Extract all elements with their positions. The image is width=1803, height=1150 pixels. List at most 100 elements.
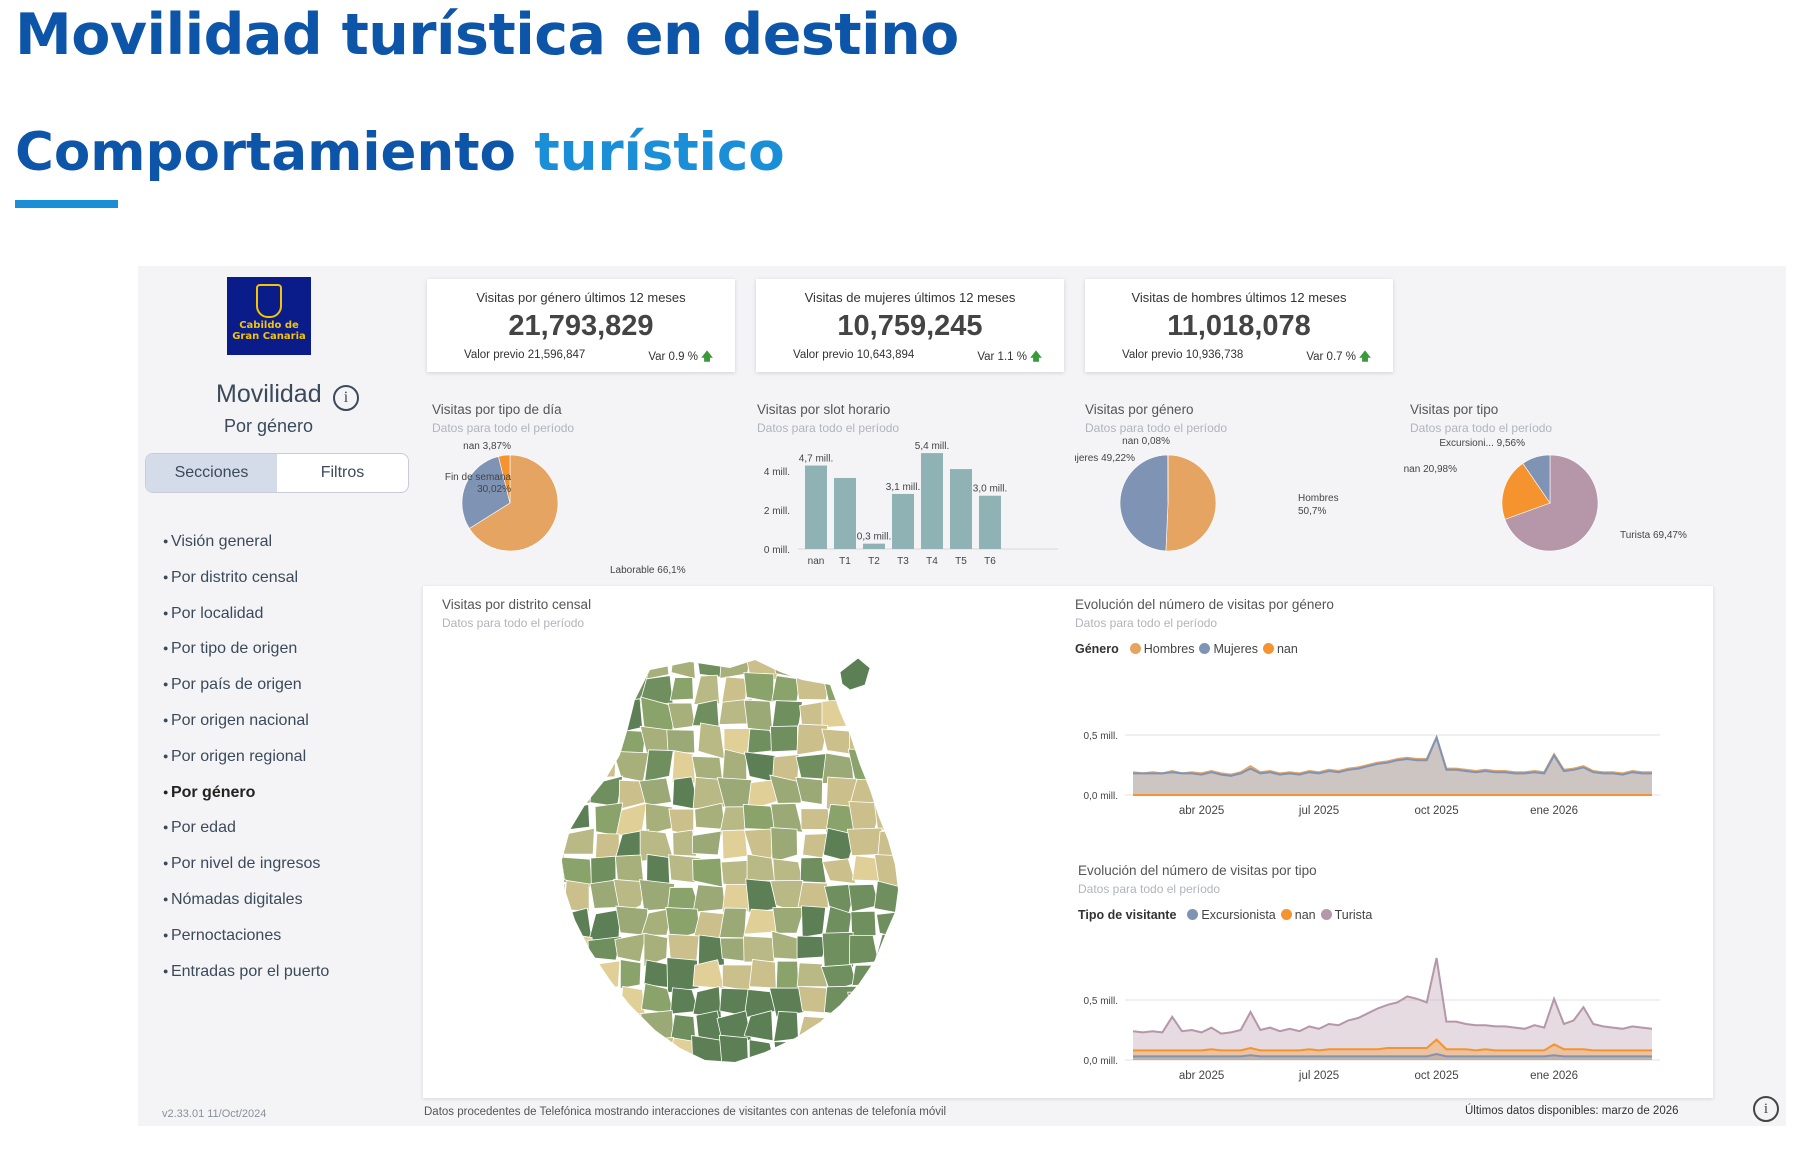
sidebar-item-nivel-ingresos[interactable]: Por nivel de ingresos	[163, 846, 329, 882]
map-district[interactable]	[562, 960, 595, 992]
map-district[interactable]	[540, 699, 564, 734]
map-district[interactable]	[926, 672, 940, 706]
map-district[interactable]	[880, 1064, 907, 1070]
map-district[interactable]	[852, 1063, 874, 1070]
map-district[interactable]	[721, 829, 748, 860]
map-district[interactable]	[638, 777, 673, 807]
map-district[interactable]	[718, 1034, 749, 1070]
map-district[interactable]	[744, 1065, 775, 1070]
map-district[interactable]	[746, 853, 776, 882]
map-district[interactable]	[876, 729, 908, 759]
series-line[interactable]	[1133, 1038, 1652, 1052]
map-district[interactable]	[540, 726, 570, 751]
map-district[interactable]	[926, 831, 940, 858]
map-district[interactable]	[564, 907, 593, 939]
map-district[interactable]	[564, 701, 590, 729]
map-district[interactable]	[907, 1038, 928, 1068]
map-district[interactable]	[904, 675, 932, 704]
map-district[interactable]	[769, 774, 802, 804]
map-district[interactable]	[928, 751, 940, 784]
map-district[interactable]	[796, 1015, 831, 1043]
pie-slice[interactable]	[1501, 462, 1551, 520]
series-line[interactable]	[1132, 734, 1652, 776]
map-district[interactable]	[562, 983, 593, 1019]
sidebar-item-origen-regional[interactable]: Por origen regional	[163, 739, 329, 775]
map-district[interactable]	[903, 704, 931, 729]
map-district[interactable]	[772, 906, 805, 934]
map-district[interactable]	[743, 935, 778, 963]
map-district[interactable]	[743, 672, 775, 703]
info-icon[interactable]: i	[1753, 1096, 1779, 1122]
map-district[interactable]	[640, 1010, 675, 1041]
map-district[interactable]	[821, 931, 854, 968]
map-district[interactable]	[540, 805, 564, 834]
map-district[interactable]	[847, 991, 880, 1015]
map-district[interactable]	[795, 1067, 829, 1070]
map-district[interactable]	[588, 909, 621, 941]
map-district[interactable]	[770, 725, 798, 753]
pie-slice[interactable]	[1119, 454, 1169, 552]
map-district[interactable]	[588, 650, 623, 682]
map-district[interactable]	[692, 857, 723, 888]
bar[interactable]	[979, 495, 1001, 549]
map-district[interactable]	[540, 1036, 565, 1064]
map-district[interactable]	[929, 780, 940, 802]
map-district[interactable]	[795, 1036, 828, 1070]
map-district[interactable]	[776, 1068, 803, 1070]
pie-slice[interactable]	[1504, 454, 1599, 552]
map-district[interactable]	[614, 650, 645, 676]
map-district[interactable]	[540, 750, 569, 784]
map-district[interactable]	[666, 729, 696, 754]
bar[interactable]	[950, 469, 972, 549]
map-district[interactable]	[569, 723, 590, 753]
map-district[interactable]	[901, 1014, 933, 1045]
map-district[interactable]	[796, 935, 832, 959]
map-district[interactable]	[770, 803, 804, 833]
legend-item[interactable]: Turista	[1334, 908, 1373, 922]
tab-filtros[interactable]: Filtros	[320, 464, 365, 481]
legend-item[interactable]: nan	[1294, 908, 1316, 922]
series-line[interactable]	[1132, 957, 1653, 1035]
sidebar-item-pernoctaciones[interactable]: Pernoctaciones	[163, 918, 329, 954]
map-district[interactable]	[880, 699, 908, 731]
map-district[interactable]	[931, 935, 940, 961]
sidebar-item-origen-nacional[interactable]: Por origen nacional	[163, 703, 329, 739]
map-district[interactable]	[588, 724, 620, 755]
map-district[interactable]	[773, 1041, 803, 1063]
sidebar-item-tipo-origen[interactable]: Por tipo de origen	[163, 631, 329, 667]
map-district[interactable]	[644, 802, 674, 836]
legend-item[interactable]: Hombres	[1143, 642, 1195, 656]
map-district[interactable]	[613, 878, 647, 916]
bar[interactable]	[863, 543, 885, 549]
pie-slice[interactable]	[468, 454, 559, 552]
pie-slice[interactable]	[461, 456, 511, 529]
bar[interactable]	[834, 477, 856, 549]
map-district[interactable]	[540, 983, 570, 1018]
map-district[interactable]	[906, 782, 934, 808]
bar[interactable]	[892, 493, 914, 549]
pie-slice[interactable]	[1165, 454, 1217, 552]
map-district[interactable]	[563, 650, 596, 679]
legend-item[interactable]: Mujeres	[1213, 642, 1258, 656]
map-district[interactable]	[591, 674, 623, 707]
map-district[interactable]	[721, 964, 754, 992]
map-district[interactable]	[594, 833, 620, 860]
map-district[interactable]	[695, 650, 724, 678]
map-district[interactable]	[644, 749, 674, 782]
legend-item[interactable]: Excursionista	[1201, 908, 1276, 922]
sidebar-item-pais-origen[interactable]: Por país de origen	[163, 667, 329, 703]
map-district[interactable]	[927, 859, 940, 886]
map-district[interactable]	[850, 910, 877, 941]
map-district[interactable]	[640, 907, 674, 936]
map-district[interactable]	[901, 933, 935, 965]
map-district[interactable]	[540, 671, 564, 704]
sidebar-item-distrito-censal[interactable]: Por distrito censal	[163, 560, 329, 596]
series-line[interactable]	[1133, 1052, 1652, 1058]
map-district[interactable]	[927, 726, 940, 758]
map-district[interactable]	[563, 1036, 597, 1069]
map-district[interactable]	[593, 960, 621, 993]
map-district[interactable]	[827, 1036, 857, 1065]
map-district[interactable]	[619, 1062, 646, 1070]
map-district[interactable]	[667, 933, 700, 963]
district-map[interactable]	[540, 650, 940, 1070]
